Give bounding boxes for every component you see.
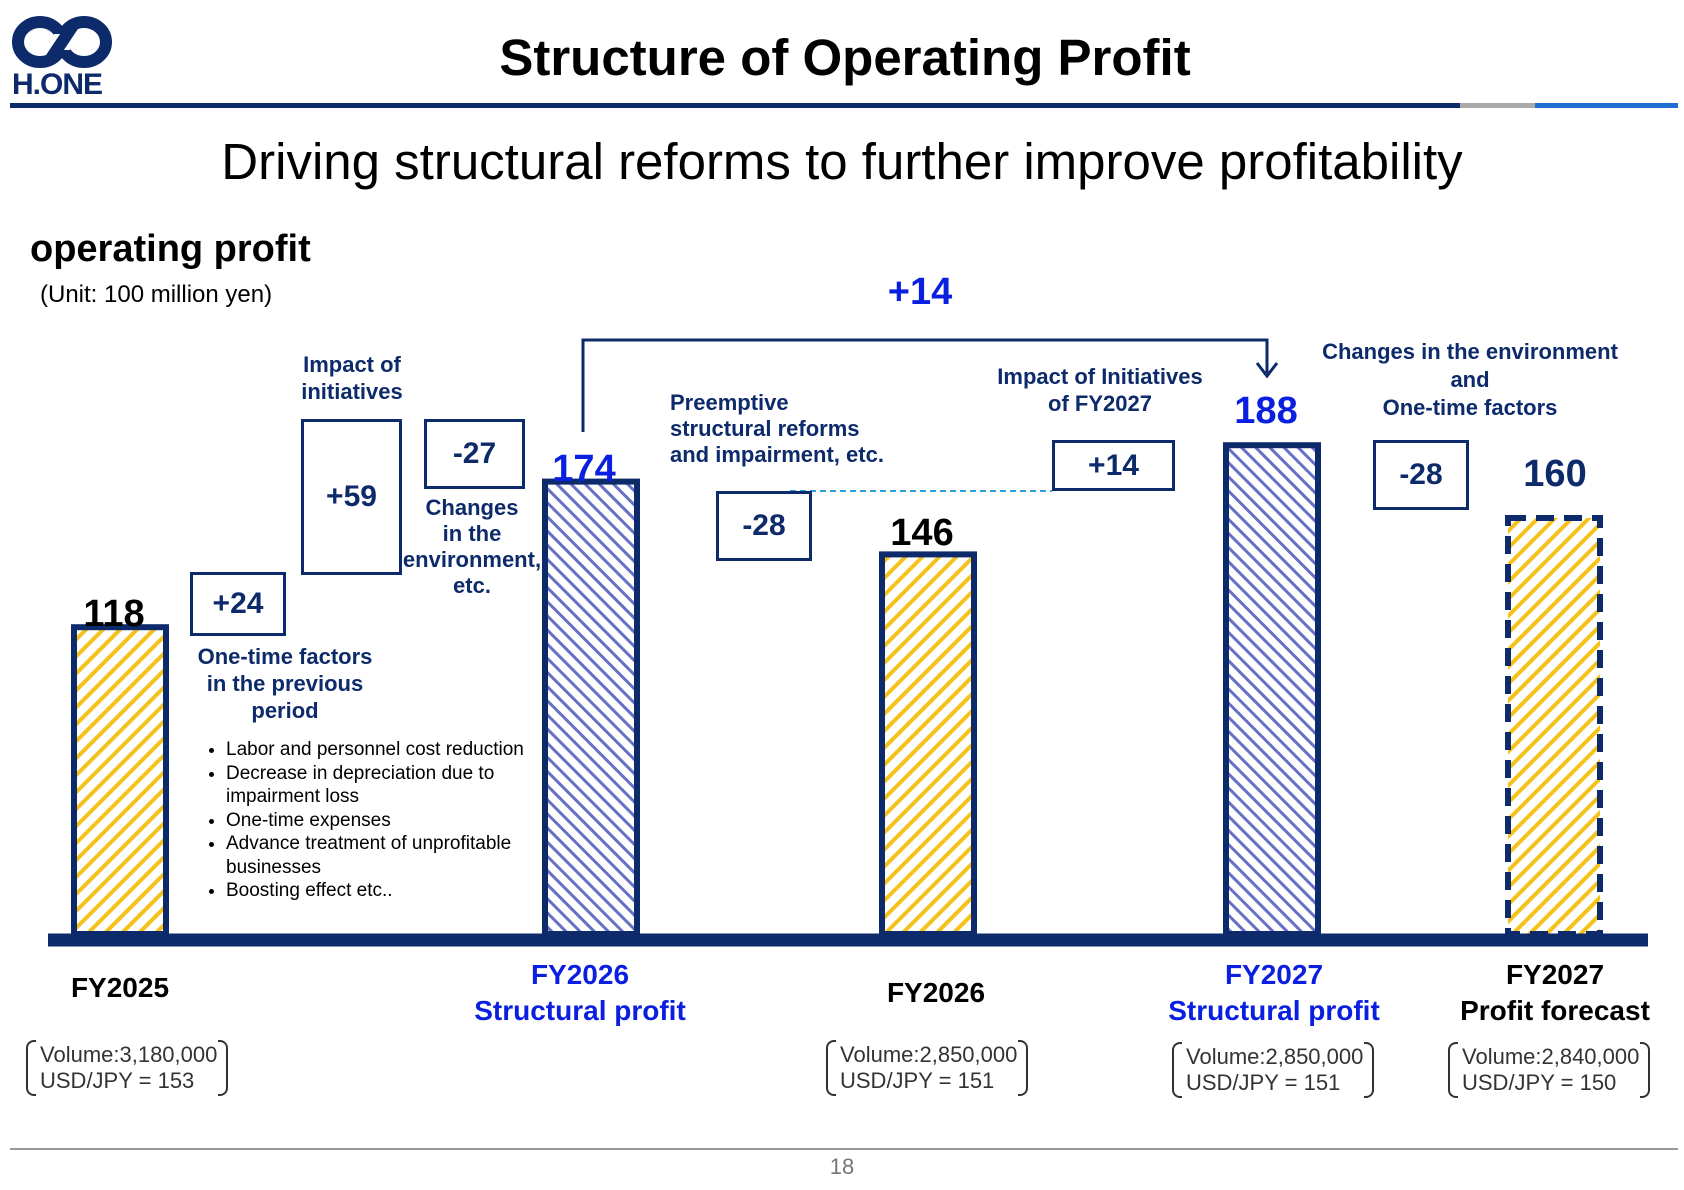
structural-increase-bracket <box>581 338 1269 432</box>
bar-value-fy2026-structural: 174 <box>552 448 616 490</box>
step-box-env-onetime: -28 <box>1373 440 1469 510</box>
list-item: Labor and personnel cost reduction <box>226 738 546 762</box>
subtitle: Driving structural reforms to further im… <box>221 133 1463 190</box>
bar-value-fy2027-forecast: 160 <box>1523 453 1587 495</box>
category-fy2027-structural: FY2027 Structural profit <box>1168 959 1380 1026</box>
category-fy2026-structural: FY2026 Structural profit <box>474 959 686 1026</box>
title-rule-blue <box>1535 103 1678 108</box>
conditions-fy2026: Volume:2,850,000 USD/JPY = 151 <box>826 1040 1028 1096</box>
category-fy2026: FY2026 <box>886 977 986 1008</box>
footer-rule <box>10 1148 1678 1150</box>
structural-increase-label: +14 <box>887 271 953 313</box>
bar-value-fy2026: 146 <box>890 512 954 554</box>
conditions-fy2027-structural: Volume:2,850,000 USD/JPY = 151 <box>1172 1042 1374 1098</box>
logo-text: H.ONE <box>12 68 103 101</box>
category-fy2027-forecast: FY2027 Profit forecast <box>1460 959 1650 1026</box>
category-fy2025: FY2025 <box>70 972 170 1003</box>
bar-value-fy2027-structural: 188 <box>1234 390 1298 432</box>
step-box-onetime-prev: +24 <box>190 572 286 636</box>
step-desc-onetime-prev: One-time factors in the previous period <box>197 644 373 723</box>
page-number: 18 <box>829 1154 855 1179</box>
list-item: One-time expenses <box>226 809 546 833</box>
logo-mark <box>12 16 112 68</box>
bar-fy2026 <box>879 551 977 938</box>
step-box-preemptive: -28 <box>716 491 812 561</box>
title-rule-navy <box>10 103 1460 108</box>
bar-fy2027-forecast <box>1505 515 1603 937</box>
conditions-fy2025: Volume:3,180,000 USD/JPY = 153 <box>26 1040 228 1096</box>
step-desc-initiatives: Impact of initiatives <box>301 352 403 404</box>
conditions-fy2027-forecast: Volume:2,840,000 USD/JPY = 150 <box>1448 1042 1650 1098</box>
list-item: Advance treatment of unprofitable busine… <box>226 832 546 879</box>
bar-fy2026-structural <box>542 478 640 937</box>
list-item: Boosting effect etc.. <box>226 879 546 903</box>
bar-fy2027-structural <box>1223 442 1321 937</box>
title-rule-gray <box>1460 103 1535 108</box>
list-item: Decrease in depreciation due to impairme… <box>226 762 546 809</box>
step-desc-preemptive: Preemptive structural reforms and impair… <box>670 390 884 467</box>
step-box-fy27-initiatives: +14 <box>1052 440 1175 491</box>
step-desc-env-onetime: Changes in the environment and One-time … <box>1322 339 1618 420</box>
step-desc-fy27-initiatives: Impact of Initiatives of FY2027 <box>997 364 1203 416</box>
step-desc-env: Changes in the environment, etc. <box>402 495 542 598</box>
bracket-arrowhead <box>1255 362 1279 379</box>
step-box-env: -27 <box>424 419 525 489</box>
unit-label: (Unit: 100 million yen) <box>40 281 273 308</box>
initiative-items-list: Labor and personnel cost reduction Decre… <box>196 738 546 903</box>
section-title: operating profit <box>30 228 311 270</box>
page-title: Structure of Operating Profit <box>499 29 1191 86</box>
bar-value-fy2025: 118 <box>83 593 145 635</box>
bar-fy2025 <box>71 624 169 937</box>
step-box-initiatives: +59 <box>301 419 402 575</box>
